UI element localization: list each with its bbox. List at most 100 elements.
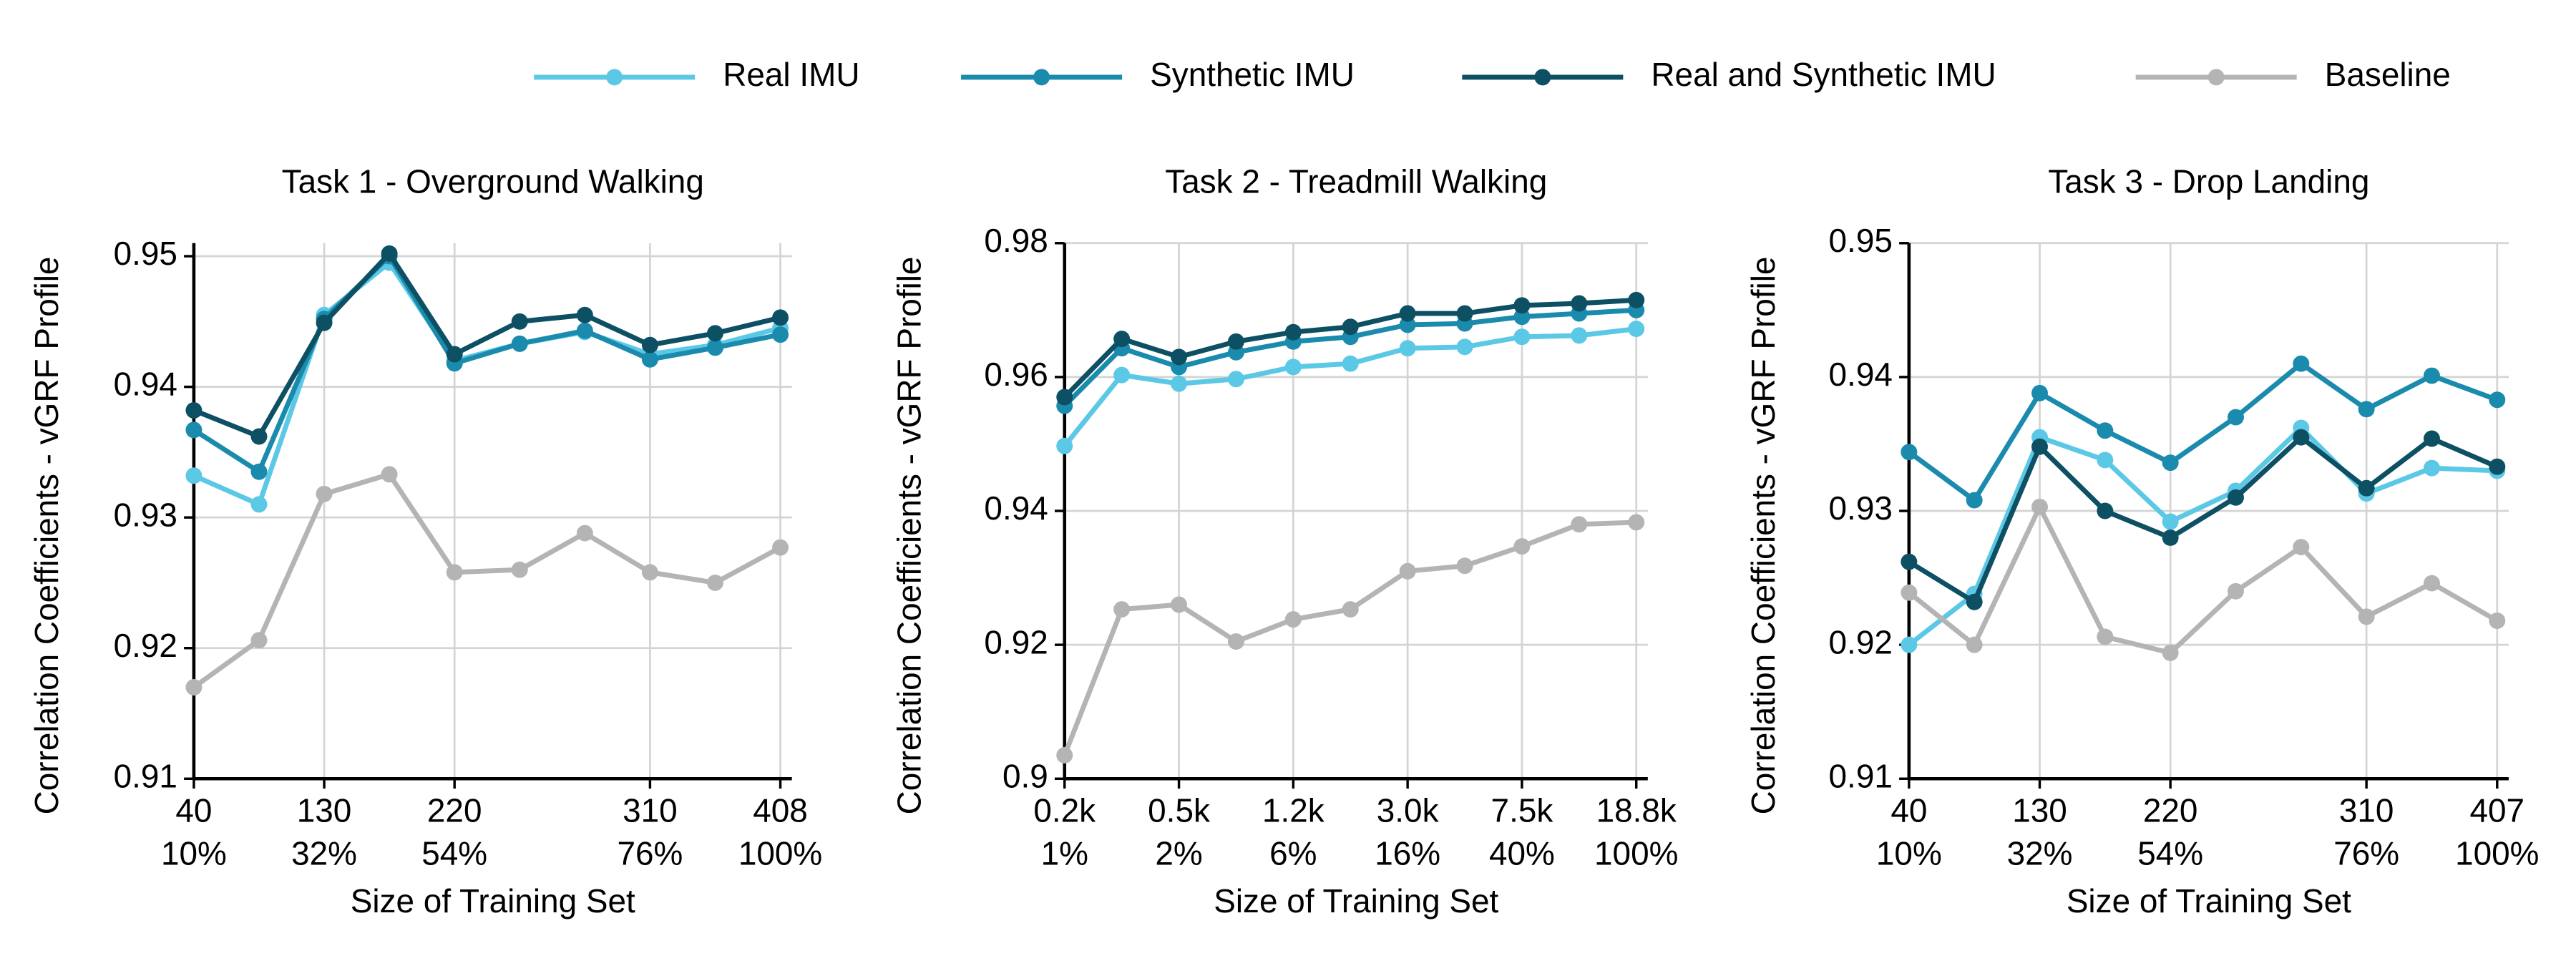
x-axis-label: Size of Training Set	[351, 882, 635, 919]
x-tick-label: 54%	[2137, 834, 2203, 872]
x-tick-label: 7.5k	[1491, 792, 1554, 829]
x-tick-label: 32%	[2007, 834, 2073, 872]
data-point	[2293, 429, 2310, 446]
data-point	[1056, 389, 1073, 406]
data-point	[1513, 328, 1531, 346]
series-line	[192, 471, 782, 690]
data-point	[2031, 384, 2048, 401]
data-point	[576, 306, 593, 323]
data-point	[1284, 358, 1302, 376]
data-point	[316, 314, 333, 331]
data-point	[1456, 338, 1473, 356]
x-tick-label: 1%	[1041, 834, 1088, 872]
data-point	[1399, 305, 1416, 322]
data-point	[1628, 321, 1645, 338]
data-point	[2228, 582, 2244, 600]
x-tick-label: 54%	[421, 834, 487, 872]
data-point	[2097, 422, 2114, 439]
data-point	[381, 466, 398, 483]
data-point	[446, 346, 463, 363]
data-point	[250, 463, 268, 480]
data-point	[1966, 636, 1983, 653]
data-point	[1227, 371, 1244, 388]
x-tick-label: 18.8k	[1596, 792, 1677, 829]
series-line	[192, 252, 781, 476]
data-point	[707, 325, 723, 342]
data-point	[1901, 636, 1918, 653]
data-point	[1399, 340, 1416, 357]
y-tick-label: 0.95	[1829, 222, 1893, 259]
data-point	[772, 326, 789, 343]
chart-title: Task 1 - Overground Walking	[282, 162, 704, 200]
data-point	[1227, 633, 1244, 650]
x-tick-label: 76%	[617, 834, 683, 872]
series-line	[1907, 360, 2498, 504]
y-axis-label: Correlation Coefficients - vGRF Profile	[28, 257, 65, 815]
data-point	[2358, 608, 2375, 625]
data-point	[1342, 601, 1359, 618]
data-point	[1513, 297, 1531, 314]
x-tick-label: 100%	[738, 834, 822, 872]
data-point	[250, 632, 268, 649]
data-point	[1901, 584, 1918, 601]
data-point	[381, 245, 398, 262]
chart-title: Task 2 - Treadmill Walking	[1165, 162, 1547, 200]
data-point	[1399, 562, 1416, 580]
data-point	[511, 313, 528, 330]
x-tick-label: 130	[2012, 792, 2067, 829]
data-point	[641, 336, 658, 353]
x-tick-label: 32%	[291, 834, 357, 872]
x-tick-label: 40	[175, 792, 212, 829]
data-point	[1056, 747, 1073, 763]
data-point	[1901, 553, 1918, 570]
x-tick-label: 220	[2143, 792, 2198, 829]
data-point	[641, 351, 658, 368]
data-point	[1056, 437, 1073, 454]
data-point	[1571, 516, 1588, 533]
data-point	[250, 496, 268, 513]
data-point	[1284, 323, 1302, 341]
data-point	[1571, 327, 1588, 344]
y-tick-label: 0.98	[984, 222, 1048, 259]
data-point	[1284, 611, 1302, 628]
y-tick-label: 0.93	[114, 496, 177, 533]
y-tick-label: 0.9	[1002, 757, 1048, 794]
data-point	[185, 401, 203, 419]
data-point	[1113, 601, 1131, 618]
legend-marker	[1033, 69, 1050, 86]
data-point	[2162, 513, 2179, 530]
x-tick-label: 16%	[1375, 834, 1440, 872]
data-point	[1513, 308, 1531, 326]
data-point	[2293, 355, 2310, 372]
data-point	[250, 428, 268, 445]
y-tick-label: 0.91	[114, 757, 177, 794]
data-point	[2097, 452, 2114, 469]
data-point	[772, 539, 789, 556]
y-tick-label: 0.95	[114, 235, 177, 272]
data-point	[707, 339, 723, 356]
x-tick-label: 100%	[1594, 834, 1678, 872]
data-point	[772, 309, 789, 326]
x-tick-label: 3.0k	[1377, 792, 1440, 829]
legend-marker	[1534, 69, 1551, 86]
legend-label: Synthetic IMU	[1150, 56, 1355, 93]
data-point	[2423, 430, 2440, 447]
x-tick-label: 1.2k	[1262, 792, 1325, 829]
data-point	[511, 561, 528, 578]
data-point	[1171, 375, 1188, 392]
y-axis-label: Correlation Coefficients - vGRF Profile	[890, 257, 927, 815]
data-point	[1628, 514, 1645, 531]
x-tick-label: 40%	[1489, 834, 1555, 872]
x-tick-label: 40	[1890, 792, 1927, 829]
data-point	[1399, 316, 1416, 333]
data-point	[2358, 479, 2375, 497]
data-point	[2489, 458, 2506, 475]
series-line	[1907, 424, 2497, 647]
data-point	[1966, 593, 1983, 610]
data-point	[2293, 539, 2310, 556]
y-tick-label: 0.94	[984, 489, 1048, 527]
legend-marker	[606, 69, 623, 86]
data-point	[1342, 318, 1359, 336]
y-tick-label: 0.94	[114, 366, 177, 403]
legend-label: Baseline	[2325, 56, 2451, 93]
